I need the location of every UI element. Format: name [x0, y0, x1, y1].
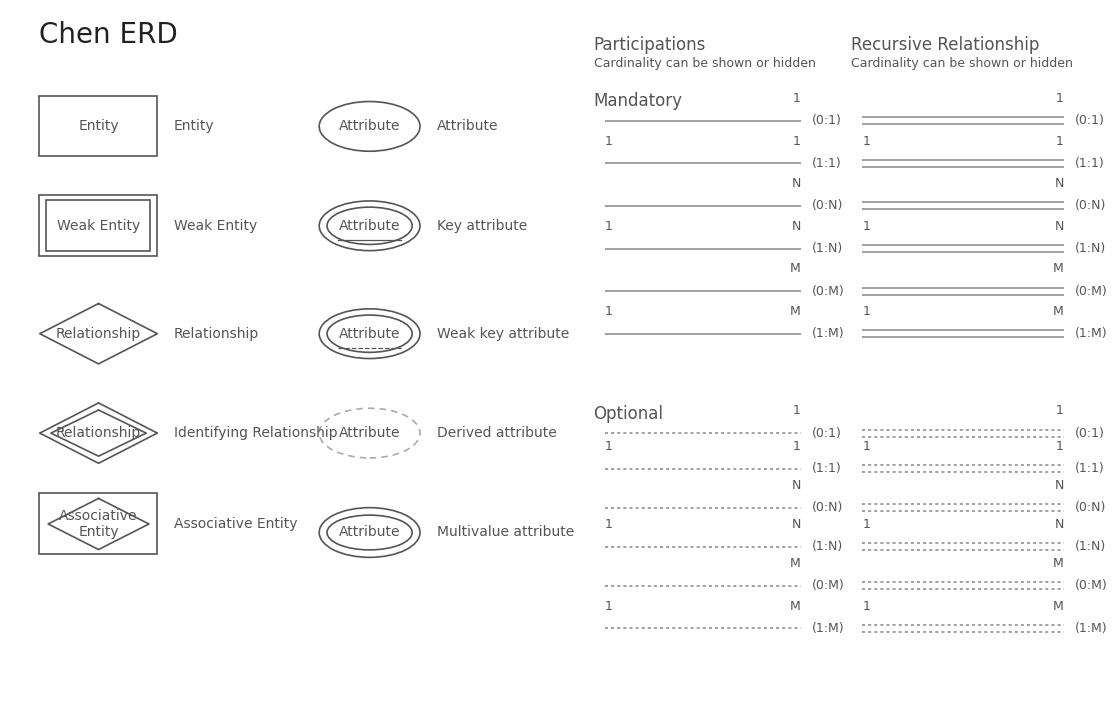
Text: M: M — [1053, 557, 1064, 570]
Text: N: N — [1055, 518, 1064, 531]
Text: (0:N): (0:N) — [1075, 501, 1107, 514]
Text: 1: 1 — [862, 440, 870, 453]
Text: Derived attribute: Derived attribute — [437, 426, 557, 440]
Text: 1: 1 — [605, 600, 613, 613]
Text: M: M — [790, 600, 801, 613]
Text: Attribute: Attribute — [437, 119, 498, 133]
Text: 1: 1 — [862, 305, 870, 318]
Text: Optional: Optional — [594, 405, 663, 422]
Text: (0:M): (0:M) — [812, 579, 844, 592]
Text: M: M — [790, 263, 801, 275]
Text: Weak Entity: Weak Entity — [57, 219, 140, 233]
Text: Relationship: Relationship — [56, 327, 141, 341]
Text: Relationship: Relationship — [56, 426, 141, 440]
Text: 1: 1 — [793, 135, 801, 148]
Text: 1: 1 — [1056, 135, 1064, 148]
Text: N: N — [1055, 220, 1064, 233]
Text: 1: 1 — [793, 405, 801, 417]
Text: 1: 1 — [862, 600, 870, 613]
Text: (0:M): (0:M) — [812, 285, 844, 297]
Text: 1: 1 — [862, 135, 870, 148]
Text: (1:M): (1:M) — [812, 327, 844, 340]
Text: (1:N): (1:N) — [1075, 540, 1107, 553]
Text: (0:1): (0:1) — [812, 427, 842, 439]
Text: (1:N): (1:N) — [812, 540, 843, 553]
Text: (1:N): (1:N) — [812, 242, 843, 255]
Text: Identifying Relationship: Identifying Relationship — [174, 426, 337, 440]
Text: Multivalue attribute: Multivalue attribute — [437, 525, 575, 540]
Text: 1: 1 — [605, 305, 613, 318]
Text: (0:1): (0:1) — [1075, 114, 1105, 127]
Text: (1:M): (1:M) — [812, 622, 844, 635]
Text: 1: 1 — [605, 220, 613, 233]
Text: Key attribute: Key attribute — [437, 219, 528, 233]
Text: 1: 1 — [1056, 92, 1064, 105]
Text: (0:N): (0:N) — [1075, 200, 1107, 212]
Text: 1: 1 — [605, 518, 613, 531]
Text: Attribute: Attribute — [339, 219, 400, 233]
Text: (0:M): (0:M) — [1075, 579, 1108, 592]
Text: M: M — [1053, 600, 1064, 613]
Text: (1:1): (1:1) — [812, 157, 842, 170]
Text: Cardinality can be shown or hidden: Cardinality can be shown or hidden — [594, 57, 815, 70]
Text: 1: 1 — [1056, 405, 1064, 417]
Text: N: N — [1055, 178, 1064, 190]
Text: Participations: Participations — [594, 36, 706, 53]
Text: (0:M): (0:M) — [1075, 285, 1108, 297]
Text: 1: 1 — [1056, 440, 1064, 453]
Text: 1: 1 — [862, 220, 870, 233]
Bar — [39, 493, 157, 554]
Text: Attribute: Attribute — [339, 426, 400, 440]
Text: (0:1): (0:1) — [812, 114, 842, 127]
Text: Mandatory: Mandatory — [594, 92, 682, 110]
Text: Entity: Entity — [174, 119, 214, 133]
Text: N: N — [792, 220, 801, 233]
Text: Recursive Relationship: Recursive Relationship — [851, 36, 1039, 53]
Text: (0:N): (0:N) — [812, 501, 843, 514]
Text: N: N — [792, 178, 801, 190]
Text: Attribute: Attribute — [339, 525, 400, 540]
Text: Weak Entity: Weak Entity — [174, 219, 256, 233]
Text: (1:M): (1:M) — [1075, 622, 1108, 635]
Bar — [39, 195, 157, 256]
Text: Associative
Entity: Associative Entity — [59, 509, 138, 539]
Text: 1: 1 — [605, 440, 613, 453]
Text: Attribute: Attribute — [339, 327, 400, 341]
Bar — [39, 96, 157, 156]
Text: N: N — [792, 518, 801, 531]
Text: M: M — [790, 557, 801, 570]
Text: N: N — [792, 479, 801, 492]
Text: Cardinality can be shown or hidden: Cardinality can be shown or hidden — [851, 57, 1073, 70]
Text: Attribute: Attribute — [339, 119, 400, 133]
Text: Weak key attribute: Weak key attribute — [437, 327, 569, 341]
Text: (1:1): (1:1) — [1075, 157, 1105, 170]
Text: 1: 1 — [793, 92, 801, 105]
Text: M: M — [1053, 263, 1064, 275]
Text: 1: 1 — [862, 518, 870, 531]
Text: (0:N): (0:N) — [812, 200, 843, 212]
Text: (1:M): (1:M) — [1075, 327, 1108, 340]
Text: (1:N): (1:N) — [1075, 242, 1107, 255]
Text: Relationship: Relationship — [174, 327, 259, 341]
Text: (1:1): (1:1) — [812, 462, 842, 475]
Text: 1: 1 — [793, 440, 801, 453]
Text: Entity: Entity — [78, 119, 119, 133]
Text: Chen ERD: Chen ERD — [39, 21, 178, 49]
Bar — [46, 200, 150, 251]
Text: 1: 1 — [605, 135, 613, 148]
Text: (0:1): (0:1) — [1075, 427, 1105, 439]
Text: (1:1): (1:1) — [1075, 462, 1105, 475]
Text: M: M — [790, 305, 801, 318]
Text: N: N — [1055, 479, 1064, 492]
Text: Associative Entity: Associative Entity — [174, 517, 297, 531]
Text: M: M — [1053, 305, 1064, 318]
